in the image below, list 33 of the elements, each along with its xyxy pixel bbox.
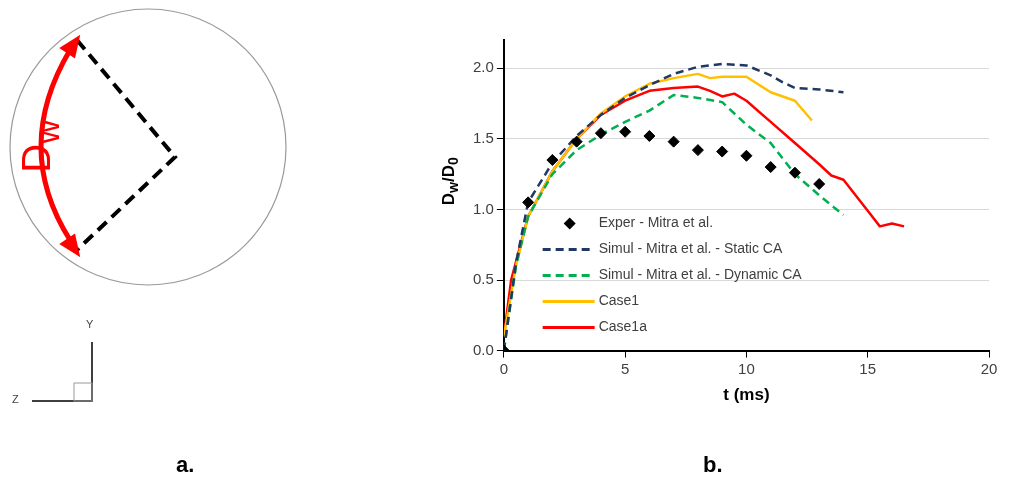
point xyxy=(570,135,583,148)
legend-label: Simul - Mitra et al. - Dynamic CA xyxy=(598,266,803,283)
point xyxy=(619,125,632,138)
text: Y xyxy=(86,318,94,330)
x-tick-label: 10 xyxy=(738,359,755,377)
y-tick-label: 1.0 xyxy=(472,199,494,217)
point xyxy=(667,135,680,148)
point xyxy=(716,145,729,158)
y-tick-label: 0.0 xyxy=(472,340,494,358)
point xyxy=(594,127,607,140)
y-tick-label: 1.5 xyxy=(472,128,494,146)
x-tick-label: 20 xyxy=(980,359,998,377)
text: a. xyxy=(176,452,195,478)
x-axis-title: t (ms) xyxy=(723,385,770,405)
legend-label: Case1 xyxy=(598,292,640,309)
point xyxy=(764,161,777,174)
y-tick-label: 2.0 xyxy=(472,58,494,76)
point xyxy=(691,144,704,157)
point xyxy=(522,196,535,209)
y-tick-label: 0.5 xyxy=(472,270,494,288)
point xyxy=(813,178,826,191)
point xyxy=(788,166,801,179)
legend-label: Case1a xyxy=(598,318,648,335)
x-tick-label: 0 xyxy=(499,359,509,377)
legend-label: Simul - Mitra et al. - Static CA xyxy=(598,240,783,257)
text: b. xyxy=(703,452,723,478)
point xyxy=(740,149,753,162)
x-tick-label: 15 xyxy=(859,359,877,377)
x-tick-label: 5 xyxy=(620,359,630,377)
text: Z xyxy=(12,393,19,405)
legend-label: Exper - Mitra et al. xyxy=(598,214,714,231)
point xyxy=(546,154,559,167)
point xyxy=(643,130,656,142)
